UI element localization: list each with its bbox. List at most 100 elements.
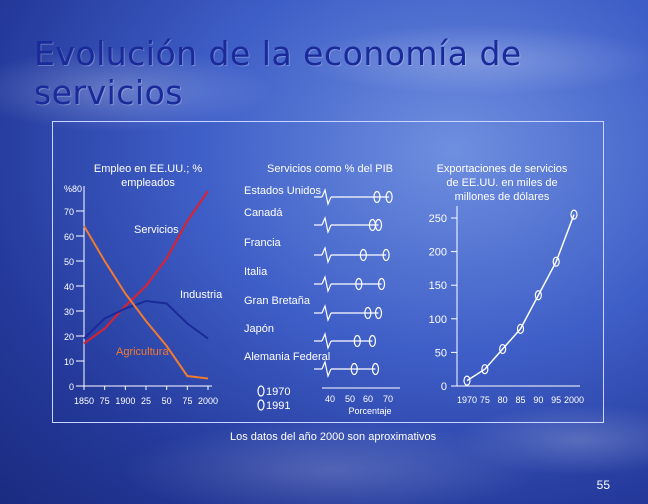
gdp-share-point-1991 — [374, 306, 383, 320]
exports-point — [570, 209, 578, 220]
gdp-share-point-1991 — [374, 218, 383, 232]
employment-y-unit-label: %80 — [64, 184, 82, 194]
gdp-share-row: Canadá — [244, 207, 383, 234]
employment-y-ticks: 0 10 20 30 40 50 60 70 — [64, 207, 84, 392]
gdp-share-point-1970 — [359, 248, 367, 262]
gdp-share-country-label: Francia — [244, 237, 282, 249]
exports-point — [552, 256, 560, 267]
gdp-share-row: Alemania Federal — [244, 351, 380, 378]
exports-line — [466, 214, 575, 382]
axis-break-mark — [321, 304, 332, 322]
exports-x-ticks: 1970 75 80 85 90 95 2000 — [457, 395, 584, 405]
gdp-share-country-label: Estados Unidos — [244, 185, 322, 197]
axis-break-mark — [321, 216, 332, 234]
exports-x-tick-label: 2000 — [564, 395, 584, 405]
slide-title-line1: Evolución de la economía de — [34, 34, 522, 73]
axis-break-mark — [321, 188, 332, 206]
exports-point — [499, 343, 507, 355]
employment-line-agricultura — [83, 225, 209, 380]
gdp-share-x-tick-label: 60 — [363, 394, 373, 404]
gdp-share-point-1970 — [373, 190, 381, 204]
employment-x-tick-label: 75 — [182, 396, 192, 406]
gdp-share-country-label: Italia — [244, 266, 268, 278]
axis-break-mark — [321, 275, 332, 293]
exports-x-tick-label: 90 — [533, 395, 543, 405]
slide-title-line2: servicios — [34, 73, 183, 112]
gdp-share-title: Servicios como % del PIB — [267, 163, 393, 175]
axis-break-mark — [321, 360, 332, 378]
employment-line-industria — [83, 299, 209, 340]
gdp-share-point-1991 — [382, 248, 390, 262]
exports-point — [463, 375, 471, 386]
gdp-share-row: Italia — [244, 266, 386, 293]
exports-point — [534, 290, 542, 301]
exports-chart: Exportaciones de servicios de EE.UU. en … — [429, 163, 584, 405]
employment-title-line2: empleados — [121, 177, 175, 189]
employment-series-lines — [83, 190, 209, 380]
gdp-share-point-1970 — [353, 334, 361, 348]
exports-title-line1: Exportaciones de servicios — [437, 163, 568, 175]
footnote: Los datos del año 2000 son aproximativos — [230, 431, 437, 443]
gdp-share-row: Gran Bretaña — [244, 295, 383, 322]
exports-title-line2: de EE.UU. en miles de — [446, 177, 557, 189]
charts-panel — [52, 121, 604, 423]
series-label-servicios: Servicios — [134, 224, 179, 236]
legend-label-1991: 1991 — [266, 400, 290, 412]
gdp-share-point-1991 — [377, 277, 386, 291]
employment-line-servicios — [83, 190, 209, 345]
exports-x-tick-label: 1970 — [457, 395, 477, 405]
gdp-share-row: Francia — [244, 237, 390, 264]
axis-break-mark — [321, 332, 332, 350]
employment-x-ticks: 1850 75 1900 25 50 75 2000 — [74, 386, 218, 406]
exports-y-tick-label: 100 — [429, 314, 447, 326]
gdp-share-chart: Servicios como % del PIB Estados Unidos C… — [244, 163, 400, 416]
axis-break-mark — [321, 246, 332, 264]
gdp-share-country-label: Canadá — [244, 207, 283, 219]
legend-marker-1991 — [257, 399, 265, 411]
gdp-share-legend: 1970 1991 — [257, 385, 290, 412]
employment-x-tick-label: 1850 — [74, 396, 94, 406]
gdp-share-row: Japón — [244, 323, 377, 350]
gdp-share-x-ticks: 40 50 60 70 — [325, 394, 393, 404]
employment-y-tick-label: 0 — [69, 382, 74, 392]
employment-y-tick-label: 70 — [64, 207, 74, 217]
employment-y-tick-label: 30 — [64, 307, 74, 317]
legend-label-1970: 1970 — [266, 386, 290, 398]
exports-series — [463, 209, 578, 386]
exports-y-tick-label: 250 — [429, 213, 447, 225]
employment-x-tick-label: 25 — [141, 396, 151, 406]
gdp-share-point-1970 — [355, 277, 363, 291]
gdp-share-country-label: Japón — [244, 323, 274, 335]
gdp-share-row: Estados Unidos — [244, 185, 393, 206]
employment-y-tick-label: 50 — [64, 257, 74, 267]
employment-x-tick-label: 75 — [100, 396, 110, 406]
employment-y-tick-label: 60 — [64, 232, 74, 242]
exports-x-tick-label: 95 — [551, 395, 561, 405]
exports-y-tick-label: 150 — [429, 280, 447, 292]
gdp-share-x-tick-label: 40 — [325, 394, 335, 404]
exports-y-tick-label: 50 — [435, 347, 447, 359]
employment-x-tick-label: 1900 — [115, 396, 135, 406]
gdp-share-country-label: Gran Bretaña — [244, 295, 311, 307]
employment-chart: Empleo en EE.UU.; % empleados %80 0 10 20 3… — [64, 163, 223, 406]
gdp-share-x-label: Porcentaje — [348, 406, 391, 416]
gdp-share-x-tick-label: 50 — [345, 394, 355, 404]
employment-title-line1: Empleo en EE.UU.; % — [94, 163, 202, 175]
exports-x-tick-label: 85 — [515, 395, 525, 405]
gdp-share-point-1991 — [385, 190, 393, 204]
exports-x-tick-label: 75 — [480, 395, 490, 405]
page-number: 55 — [596, 478, 610, 492]
gdp-share-point-1991 — [371, 362, 380, 376]
gdp-share-x-tick-label: 70 — [383, 394, 393, 404]
employment-y-tick-label: 40 — [64, 282, 74, 292]
employment-y-tick-label: 10 — [64, 357, 74, 367]
gdp-share-point-1991 — [368, 334, 377, 348]
exports-title-line3: millones de dólares — [455, 191, 550, 203]
slide-title: Evolución de la economía de servicios — [34, 34, 522, 112]
series-label-industria: Industria — [180, 289, 223, 301]
legend-marker-1970 — [257, 385, 265, 397]
exports-x-tick-label: 80 — [498, 395, 508, 405]
employment-y-tick-label: 20 — [64, 332, 74, 342]
exports-point — [481, 364, 489, 375]
